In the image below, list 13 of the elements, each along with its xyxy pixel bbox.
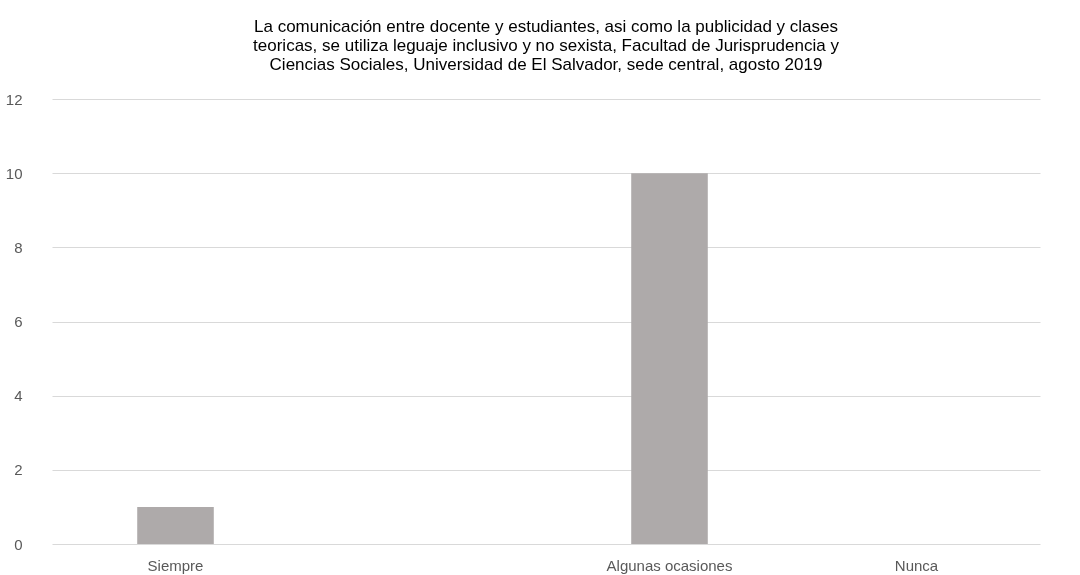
x-tick-label: Algunas ocasiones <box>606 556 733 574</box>
y-tick-label: 10 <box>5 164 23 182</box>
y-tick-label: 0 <box>14 535 23 553</box>
y-tick-label: 4 <box>14 387 23 405</box>
text: teoricas, se utiliza leguaje inclusivo y no sexista, Facultad de Jurisprudencia y <box>253 36 839 55</box>
y-tick-label: 2 <box>14 461 23 479</box>
y-tick-label: 8 <box>14 238 23 256</box>
text: La comunicación entre docente y estudiantes, asi como la publicidad y clases <box>253 17 839 36</box>
y-tick-label: 6 <box>14 313 23 330</box>
x-tick-label: Siempre <box>147 556 204 574</box>
x-tick-label: Nunca <box>894 556 939 574</box>
y-tick-label: 12 <box>5 90 23 108</box>
text: Ciencias Sociales, Universidad de El Salvador, sede central, agosto 2019 <box>269 55 823 74</box>
